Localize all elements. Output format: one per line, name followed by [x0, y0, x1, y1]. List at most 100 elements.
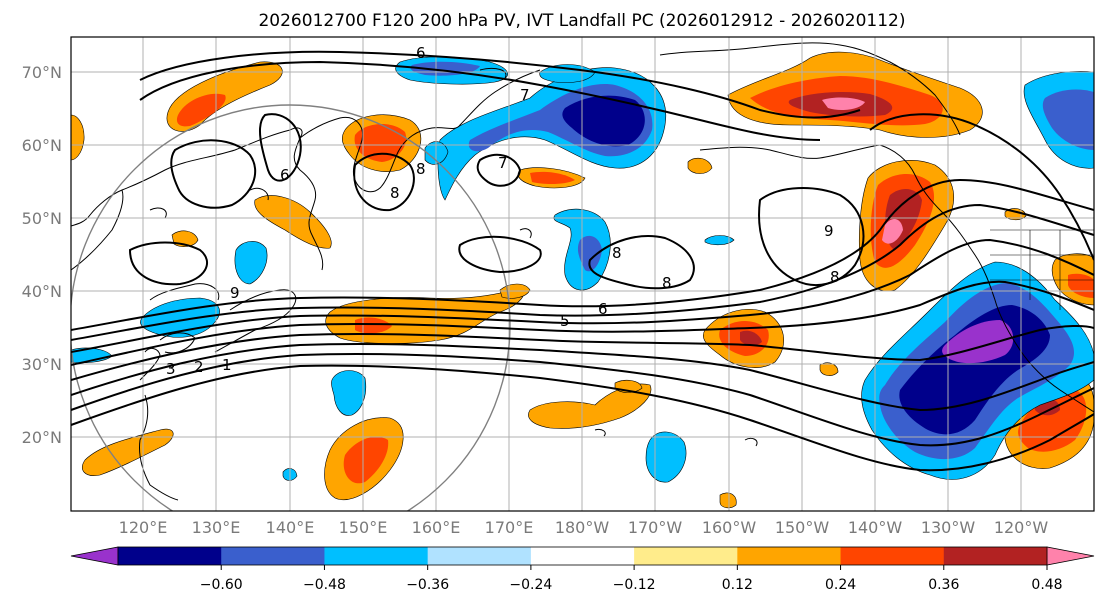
coastline-islands	[149, 67, 758, 447]
colorbar-tick-label: 0.24	[825, 577, 856, 593]
lat-label: 50°N	[22, 209, 62, 228]
contour-label: 1	[222, 356, 232, 374]
lon-label: 160°W	[702, 518, 757, 537]
colorbar-tick-label: −0.12	[613, 577, 656, 593]
lat-label: 70°N	[22, 63, 62, 82]
coastline-layer	[71, 42, 1094, 501]
lat-label: 20°N	[22, 428, 62, 447]
coastline-north-america	[879, 144, 1094, 413]
anomaly-patch	[539, 64, 596, 83]
anomaly-patch	[530, 171, 575, 185]
colorbar-segment	[324, 547, 429, 565]
lon-label: 140°E	[266, 518, 315, 537]
map-panel: 6 7 6 8 8 7 8 9 8 8 6 5 3 2 1 9	[70, 36, 1095, 512]
anomaly-patch	[176, 93, 226, 127]
colorbar-tick-label: −0.60	[200, 577, 243, 593]
anomaly-patch	[343, 436, 389, 484]
pv-contour	[71, 342, 1094, 412]
contour-label: 5	[560, 312, 570, 330]
anomaly-patch	[1018, 390, 1087, 452]
lat-label: 60°N	[22, 136, 62, 155]
coastline-kamchatka	[299, 69, 541, 193]
anomaly-patch	[1042, 89, 1094, 150]
anomaly-patch	[577, 235, 602, 272]
anomaly-patch	[234, 241, 268, 285]
lon-label: 120°W	[994, 518, 1049, 537]
contour-label: 9	[230, 284, 240, 302]
pv-contour	[71, 178, 1094, 331]
anomaly-patch	[719, 492, 737, 509]
us-state-borders	[990, 229, 1094, 310]
lon-label: 150°W	[775, 518, 830, 537]
contour-label: 7	[520, 86, 530, 104]
anomaly-patch	[740, 330, 762, 346]
colorbar-segment	[221, 547, 325, 565]
pv-contour	[869, 113, 1094, 261]
contour-label: 6	[598, 300, 608, 318]
contour-label: 8	[830, 268, 840, 286]
contour-label: 8	[416, 160, 426, 178]
contour-label: 9	[824, 222, 834, 240]
pv-contour	[71, 203, 1094, 341]
pv-contour	[588, 235, 695, 290]
contour-labels: 6 7 6 8 8 7 8 9 8 8 6 5 3 2 1 9	[166, 44, 840, 378]
colorbar-tick-label: 0.12	[722, 577, 753, 593]
colorbar-frame	[117, 546, 1048, 566]
lon-label: 170°E	[485, 518, 534, 537]
lon-label: 160°E	[412, 518, 461, 537]
lon-label: 130°W	[921, 518, 976, 537]
contour-label: 6	[416, 44, 426, 62]
lon-label: 180°W	[555, 518, 610, 537]
lon-label: 170°W	[628, 518, 683, 537]
lat-label: 40°N	[22, 282, 62, 301]
lon-label: 150°E	[339, 518, 388, 537]
colorbar-segment	[118, 547, 222, 565]
colorbar-tick-label: 0.36	[928, 577, 959, 593]
contour-label: 8	[390, 184, 400, 202]
pv-contour	[71, 352, 1094, 447]
lon-label: 120°E	[119, 518, 168, 537]
longitude-labels: 120°E 130°E 140°E 150°E 160°E 170°E 180°…	[119, 518, 1049, 537]
anomaly-patch	[819, 362, 839, 376]
pv-contour	[258, 113, 302, 182]
anomaly-patch	[822, 97, 865, 110]
colorbar-segment	[634, 547, 738, 565]
colorbar: −0.60 −0.48 −0.36 −0.24 −0.12 0.12 0.24 0.36 0.4…	[70, 546, 1095, 593]
colorbar-tick-label: −0.36	[406, 577, 449, 593]
map-frame	[70, 36, 1095, 512]
colorbar-tick-label: −0.48	[303, 577, 346, 593]
pv-contour	[353, 152, 415, 212]
anomaly-patch	[645, 431, 687, 483]
graticule	[71, 37, 1094, 511]
pv-contour	[758, 187, 865, 286]
pv-contour-layer	[71, 50, 1094, 472]
colorbar-segment	[737, 547, 842, 565]
anomaly-patch	[81, 428, 174, 476]
anomaly-patch	[354, 124, 407, 162]
anomaly-patch	[882, 218, 903, 244]
pv-contour	[170, 139, 257, 209]
pv-contour	[71, 280, 1094, 366]
lon-label: 140°W	[848, 518, 903, 537]
anomaly-patch	[704, 235, 735, 246]
anomaly-patch	[71, 114, 85, 161]
colorbar-extend-high	[1046, 546, 1095, 566]
pv-contour	[139, 50, 861, 119]
colorbar-segment	[943, 547, 1048, 565]
contour-label: 8	[612, 244, 622, 262]
latitude-labels: 70°N 60°N 50°N 40°N 30°N 20°N	[22, 63, 62, 447]
colorbar-ticks: −0.60 −0.48 −0.36 −0.24 −0.12 0.12 0.24 0.36 0.4…	[200, 565, 1063, 593]
anomaly-patch	[528, 383, 652, 429]
coastline-alaska	[659, 42, 961, 159]
colorbar-tick-label: −0.24	[509, 577, 552, 593]
anomaly-patch	[687, 157, 713, 174]
colorbar-segments	[118, 547, 1048, 565]
colorbar-segment	[530, 547, 635, 565]
contour-label: 6	[280, 166, 290, 184]
pv-contour	[458, 235, 542, 274]
anomaly-patch	[331, 370, 367, 416]
reference-circle	[71, 104, 511, 511]
anomaly-patch	[355, 317, 392, 334]
contour-label: 7	[498, 154, 508, 172]
